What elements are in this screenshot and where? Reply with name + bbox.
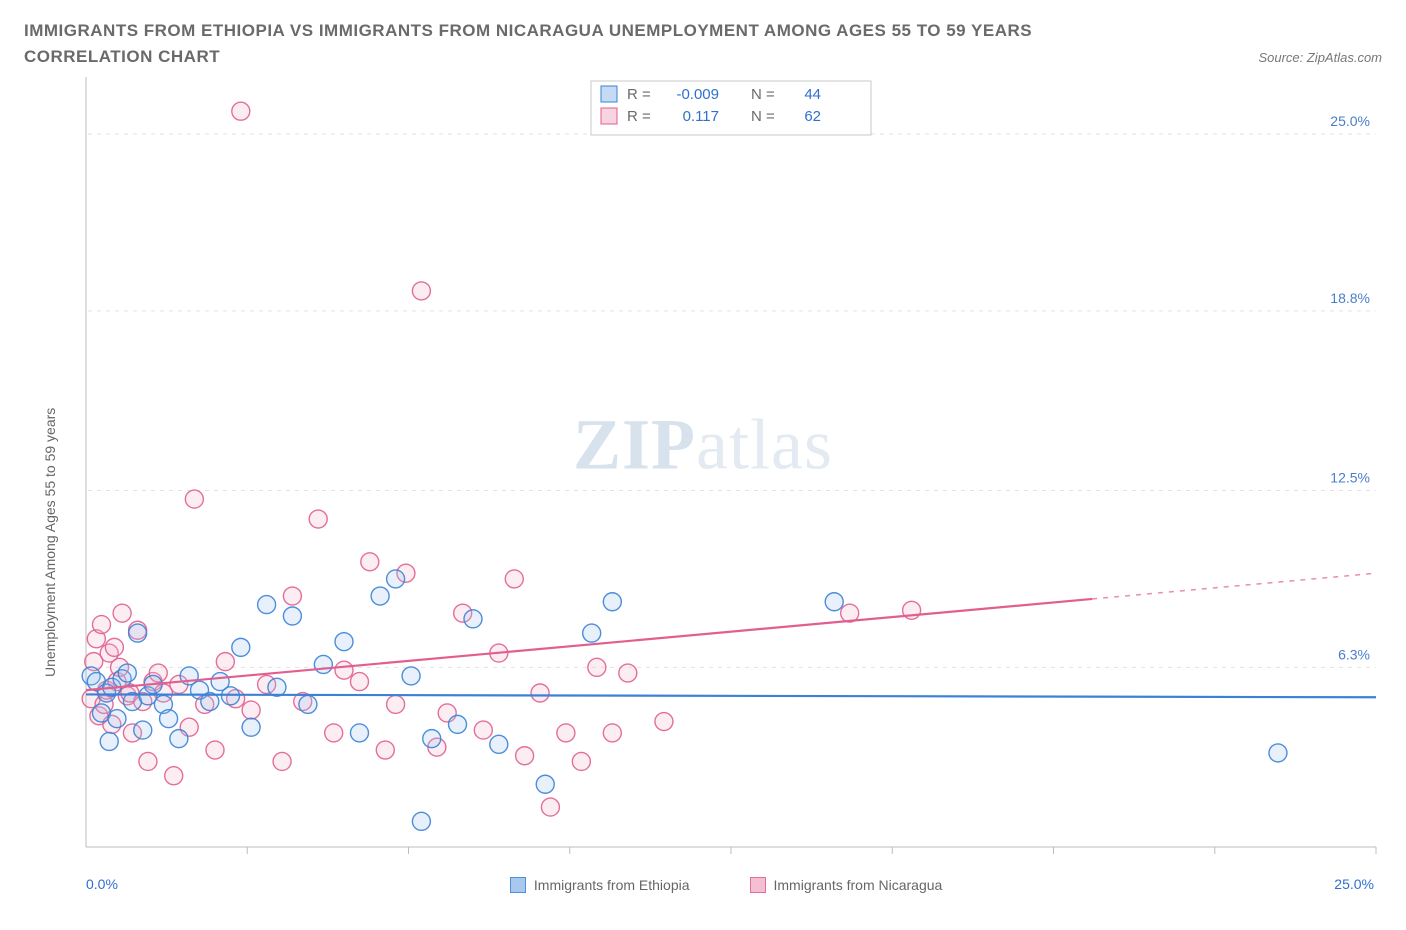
scatter-plot: 6.3% 12.5% 18.8% 25.0% R = -0.009 N = 44 R = 0.11… <box>24 77 1384 877</box>
svg-text:6.3%: 6.3% <box>1338 646 1370 662</box>
svg-text:N =: N = <box>751 86 775 103</box>
svg-text:R =: R = <box>627 108 651 125</box>
svg-text:62: 62 <box>804 108 821 125</box>
bottom-legend: Immigrants from Ethiopia Immigrants from… <box>510 877 942 893</box>
legend-swatch-nicaragua <box>750 877 766 893</box>
legend-swatch-ethiopia <box>510 877 526 893</box>
y-axis-label: Unemployment Among Ages 55 to 59 years <box>42 408 58 677</box>
x-axis-min: 0.0% <box>86 876 118 892</box>
svg-text:44: 44 <box>804 86 821 103</box>
svg-text:18.8%: 18.8% <box>1330 290 1370 306</box>
legend-item-nicaragua: Immigrants from Nicaragua <box>750 877 943 893</box>
svg-text:12.5%: 12.5% <box>1330 470 1370 486</box>
svg-text:R =: R = <box>627 86 651 103</box>
svg-text:25.0%: 25.0% <box>1330 113 1370 129</box>
svg-text:0.117: 0.117 <box>683 108 719 125</box>
svg-text:N =: N = <box>751 108 775 125</box>
legend-label-nicaragua: Immigrants from Nicaragua <box>774 877 943 893</box>
legend-label-ethiopia: Immigrants from Ethiopia <box>534 877 690 893</box>
legend-item-ethiopia: Immigrants from Ethiopia <box>510 877 690 893</box>
x-axis-max: 25.0% <box>1334 876 1374 892</box>
chart-title: IMMIGRANTS FROM ETHIOPIA VS IMMIGRANTS F… <box>24 18 1164 69</box>
svg-text:-0.009: -0.009 <box>676 86 719 103</box>
chart-container: Unemployment Among Ages 55 to 59 years 6… <box>24 77 1382 877</box>
source-attribution: Source: ZipAtlas.com <box>1258 50 1382 65</box>
